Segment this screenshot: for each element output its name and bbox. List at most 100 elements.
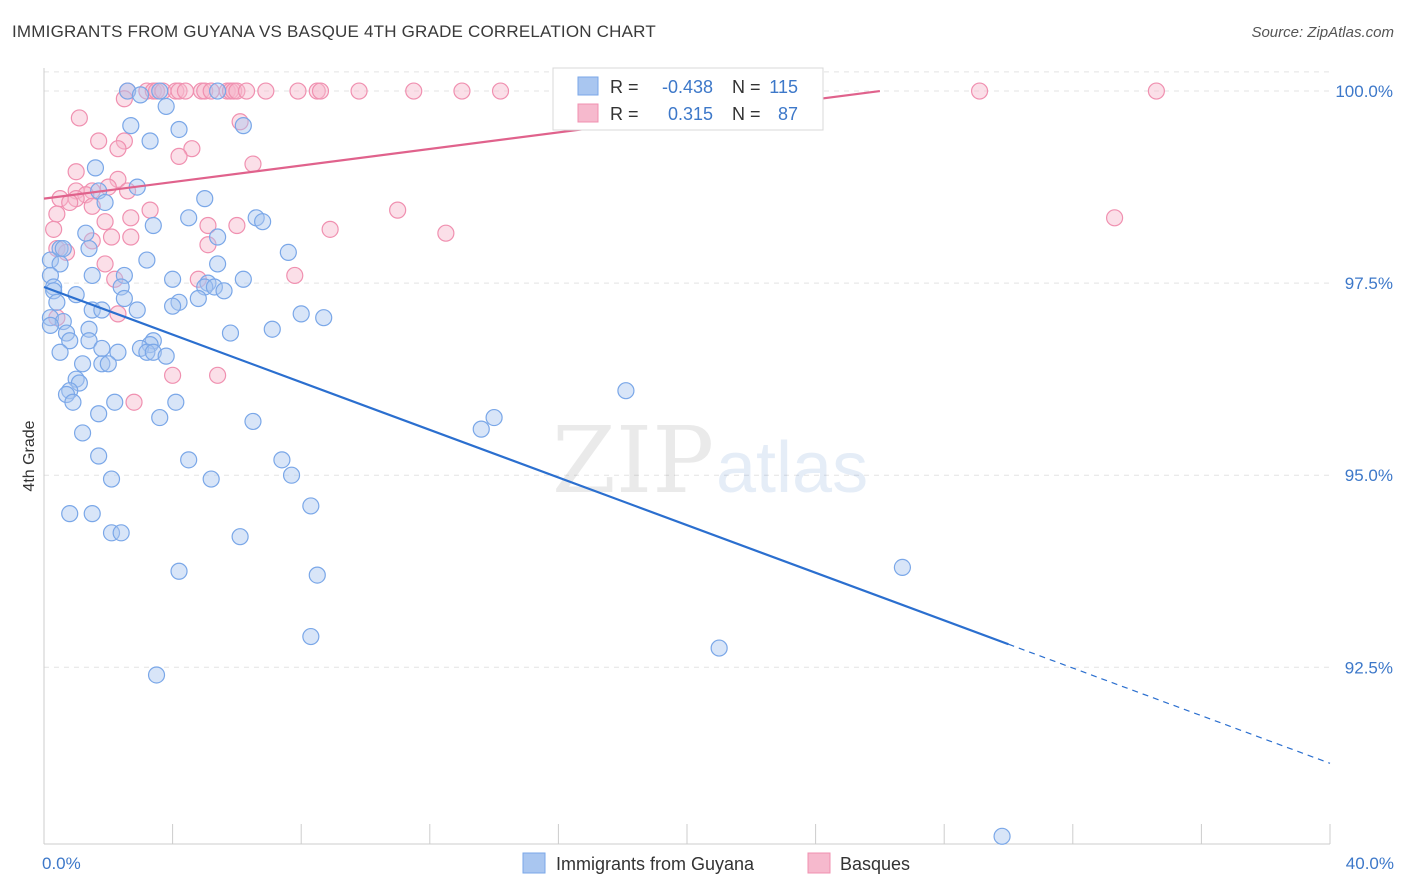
scatter-point — [102, 524, 121, 542]
scatter-point — [263, 320, 281, 338]
scatter-point — [157, 347, 175, 365]
chart-title: IMMIGRANTS FROM GUYANA VS BASQUE 4TH GRA… — [12, 22, 656, 41]
scatter-point — [167, 393, 185, 411]
scatter-point — [254, 213, 272, 231]
scatter-point — [109, 343, 127, 361]
scatter-point — [164, 297, 182, 315]
scatter-point — [205, 278, 223, 296]
scatter-point — [286, 266, 304, 285]
scatter-point — [96, 255, 114, 273]
x-tick-label-left: 0.0% — [42, 854, 81, 873]
legend-swatch-basques — [577, 103, 599, 123]
scatter-point — [180, 209, 198, 227]
scatter-point — [118, 82, 137, 100]
source-credit: Source: ZipAtlas.com — [1251, 24, 1394, 41]
scatter-point — [1105, 209, 1124, 227]
scatter-point — [228, 82, 246, 100]
scatter-point — [144, 216, 162, 235]
watermark: ZIP atlas — [552, 407, 868, 514]
scatter-point — [109, 140, 127, 158]
scatter-point — [472, 420, 490, 438]
y-tick-label: 97.5% — [1345, 274, 1393, 293]
scatter-point — [221, 324, 240, 342]
legend-n-value-basques: 87 — [778, 104, 798, 124]
scatter-point — [209, 228, 227, 246]
scatter-point — [321, 220, 339, 238]
trend-line-guyana — [43, 285, 1009, 646]
scatter-point — [234, 117, 252, 135]
scatter-point — [292, 305, 310, 323]
legend-bottom-swatch-basques — [807, 852, 831, 874]
scatter-point — [83, 505, 101, 523]
trend-line-guyana-extension — [1008, 643, 1331, 764]
scatter-point — [257, 82, 275, 100]
scatter-point — [138, 251, 156, 269]
scatter-point — [209, 255, 227, 273]
scatter-point — [122, 228, 140, 246]
scatter-point — [279, 243, 297, 261]
scatter-point — [144, 343, 162, 361]
y-tick-labels: 92.5% 95.0% 97.5% 100.0% — [1335, 82, 1393, 677]
scatter-point — [315, 309, 333, 327]
scatter-point — [90, 132, 108, 150]
scatter-point — [617, 382, 635, 400]
scatter-point — [99, 355, 117, 373]
scatter-point — [170, 562, 188, 580]
scatter-point — [970, 82, 989, 100]
scatter-point — [405, 82, 423, 100]
scatter-point — [48, 293, 66, 311]
scatter-point — [170, 82, 188, 100]
scatter-point — [289, 82, 307, 100]
scatter-point — [138, 343, 156, 361]
scatter-point — [491, 82, 510, 100]
legend-n-label-guyana: N = — [732, 77, 761, 97]
scatter-point — [93, 339, 111, 358]
legend-r-label-guyana: R = — [610, 77, 639, 97]
y-axis-title: 4th Grade — [21, 420, 38, 491]
legend-bottom-swatch-guyana — [522, 852, 546, 874]
scatter-point — [308, 566, 326, 584]
legend-bottom: Immigrants from Guyana Basques — [522, 852, 910, 874]
scatter-point — [67, 286, 85, 304]
scatter-point — [102, 228, 121, 246]
scatter-point — [350, 82, 368, 100]
scatter-point — [215, 282, 233, 300]
watermark-zip: ZIP — [552, 407, 714, 514]
scatter-point — [54, 239, 72, 258]
scatter-point — [67, 163, 85, 181]
y-tick-label: 95.0% — [1345, 466, 1393, 485]
scatter-point — [86, 159, 105, 177]
scatter-point — [209, 366, 227, 384]
scatter-point — [147, 666, 166, 684]
legend-r-value-guyana: -0.438 — [662, 77, 713, 97]
scatter-point — [73, 424, 92, 442]
scatter-point — [122, 117, 140, 135]
legend-r-value-basques: 0.315 — [668, 104, 713, 124]
scatter-point — [83, 197, 101, 215]
legend-top: R = -0.438 N = 115 R = 0.315 N = 87 — [552, 67, 824, 131]
legend-n-value-guyana: 115 — [769, 77, 798, 97]
x-ticks — [43, 824, 1331, 844]
scatter-point — [61, 332, 79, 350]
scatter-point — [453, 82, 471, 100]
scatter-point — [199, 216, 217, 235]
scatter-point — [993, 827, 1011, 845]
scatter-point — [41, 251, 60, 269]
scatter-point — [302, 627, 320, 646]
legend-swatch-guyana — [577, 76, 599, 96]
scatter-point — [77, 224, 95, 242]
scatter-point — [176, 82, 195, 100]
scatter-point — [485, 408, 503, 427]
scatter-point — [80, 239, 98, 258]
scatter-point — [164, 366, 182, 384]
grid-lines — [44, 71, 1330, 668]
scatter-point — [282, 466, 301, 484]
scatter-point — [141, 201, 159, 219]
watermark-atlas: atlas — [716, 428, 868, 508]
scatter-point — [183, 140, 201, 158]
scatter-point — [237, 82, 256, 100]
scatter-point — [141, 132, 159, 150]
scatter-point — [48, 205, 66, 223]
scatter-point — [73, 355, 92, 373]
